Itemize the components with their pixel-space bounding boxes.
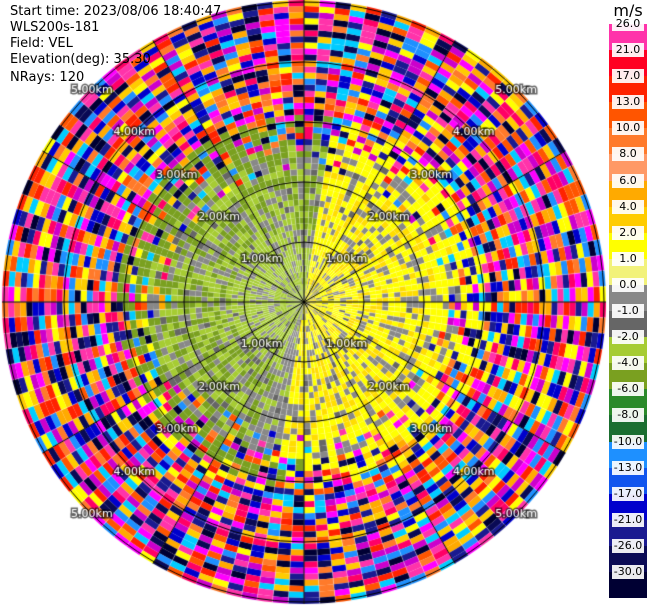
colorbar-tick-label: -21.0 — [612, 512, 644, 527]
elevation-label: Elevation(deg): 35.30 — [10, 52, 151, 67]
colorbar-tick-label: -10.0 — [612, 434, 644, 449]
velocity-colorbar: m/s 26.0 21.0 17.0 13.0 10.0 8.0 6.0 4.0 2.0 1.0 0… — [609, 0, 647, 607]
colorbar-tick-label: 13.0 — [612, 95, 644, 110]
colorbar-tick-label: -17.0 — [612, 486, 644, 501]
start-time-label: Start time: 2023/08/06 18:40:47 — [10, 4, 222, 19]
colorbar-tick-label: -30.0 — [612, 564, 644, 579]
colorbar-tick-label: -26.0 — [612, 538, 644, 553]
colorbar-tick-label: 26.0 — [612, 17, 644, 31]
colorbar-cell: -10.0 — [609, 434, 647, 468]
colorbar-tick-label: 8.0 — [612, 147, 644, 162]
colorbar-tick-label: 0.0 — [612, 277, 644, 292]
colorbar-tick-label: 4.0 — [612, 199, 644, 214]
scan-info-panel: Start time: 2023/08/06 18:40:47 WLS200s-… — [10, 4, 221, 86]
colorbar-cell: -2.0 — [609, 330, 647, 364]
colorbar-tick-label: -4.0 — [612, 356, 644, 371]
colorbar-cell: 8.0 — [609, 147, 647, 181]
colorbar-cell: -30.0 — [609, 564, 647, 599]
colorbar-tick-label: 10.0 — [612, 121, 644, 136]
colorbar-tick-label: 6.0 — [612, 173, 644, 188]
field-label: Field: VEL — [10, 36, 73, 51]
colorbar-tick-label: -2.0 — [612, 330, 644, 345]
colorbar-tick-label: -13.0 — [612, 460, 644, 475]
colorbar-tick-label: -6.0 — [612, 382, 644, 397]
colorbar-cells: 26.0 21.0 17.0 13.0 10.0 8.0 6.0 4.0 2.0 1.0 0.0 -1… — [609, 17, 647, 599]
colorbar-tick-label: -8.0 — [612, 408, 644, 423]
colorbar-unit-label: m/s — [613, 1, 643, 20]
colorbar-tick-label: 1.0 — [612, 251, 644, 266]
site-label: WLS200s-181 — [10, 20, 100, 35]
nrays-label: NRays: 120 — [10, 70, 85, 85]
colorbar-tick-label: 21.0 — [612, 43, 644, 58]
colorbar-tick-label: 17.0 — [612, 69, 644, 84]
colorbar-tick-label: -1.0 — [612, 304, 644, 319]
colorbar-tick-label: 2.0 — [612, 225, 644, 240]
colorbar-cell: 6.0 — [609, 173, 647, 207]
